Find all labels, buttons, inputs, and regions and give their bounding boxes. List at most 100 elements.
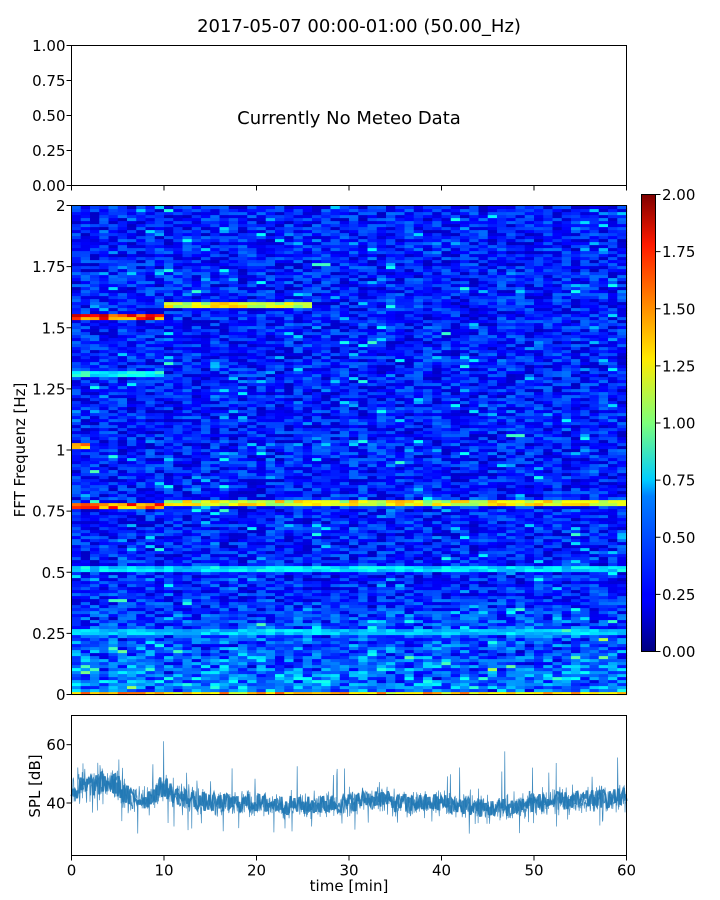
heatmap-cell: [432, 508, 443, 513]
heatmap-cell: [136, 628, 147, 633]
heatmap-cell: [561, 550, 572, 555]
heatmap-cell: [404, 568, 415, 573]
heatmap-cell: [552, 601, 563, 606]
heatmap-cell: [561, 682, 572, 687]
heatmap-cell: [487, 574, 498, 579]
heatmap-cell: [265, 604, 276, 609]
heatmap-cell: [247, 685, 258, 690]
heatmap-cell: [80, 538, 91, 543]
heatmap-cell: [339, 562, 350, 567]
heatmap-cell: [543, 580, 554, 585]
heatmap-cell: [145, 505, 156, 510]
heatmap-cell: [136, 571, 147, 576]
heatmap-cell: [423, 451, 433, 456]
heatmap-cell: [321, 682, 332, 687]
heatmap-cell: [99, 511, 110, 516]
heatmap-cell: [108, 559, 119, 564]
heatmap-cell: [552, 583, 563, 588]
heatmap-cell: [460, 682, 470, 687]
heatmap-cell: [589, 685, 600, 690]
heatmap-cell: [441, 472, 452, 477]
heatmap-cell: [247, 481, 258, 486]
heatmap-cell: [247, 559, 258, 564]
heatmap-cell: [589, 541, 600, 546]
heatmap-cell: [108, 499, 119, 504]
heatmap-cell: [265, 679, 276, 684]
heatmap-cell: [358, 658, 369, 663]
heatmap-cell: [238, 601, 248, 606]
heatmap-cell: [487, 523, 498, 528]
heatmap-cell: [349, 541, 359, 546]
heatmap-cell: [201, 673, 211, 678]
heatmap-cell: [117, 589, 128, 594]
heatmap-cell: [219, 673, 230, 678]
heatmap-cell: [432, 481, 443, 486]
heatmap-cell: [450, 541, 461, 546]
meteo-annotation: Currently No Meteo Data: [237, 108, 461, 129]
heatmap-cell: [154, 583, 165, 588]
heatmap-cell: [478, 517, 489, 522]
heatmap-cell: [552, 625, 563, 630]
heatmap-cell: [284, 517, 295, 522]
heatmap-cell: [469, 607, 480, 612]
heatmap-cell: [432, 460, 443, 465]
heatmap-cell: [256, 640, 267, 645]
heatmap-cell: [506, 682, 517, 687]
heatmap-cell: [432, 586, 443, 591]
heatmap-cell: [608, 610, 618, 615]
heatmap-cell: [571, 475, 581, 480]
heatmap-cell: [441, 625, 452, 630]
heatmap-cell: [330, 496, 341, 501]
heatmap-cell: [127, 607, 137, 612]
heatmap-cell: [256, 520, 267, 525]
heatmap-cell: [201, 631, 211, 636]
heatmap-cell: [154, 607, 165, 612]
heatmap-cell: [284, 529, 295, 534]
heatmap-cell: [376, 580, 387, 585]
heatmap-cell: [349, 544, 359, 549]
heatmap-cell: [386, 487, 396, 492]
heatmap-cell: [543, 628, 554, 633]
heatmap-cell: [80, 580, 91, 585]
heatmap-cell: [543, 472, 554, 477]
heatmap-cell: [423, 673, 433, 678]
heatmap-cell: [247, 625, 258, 630]
heatmap-cell: [321, 562, 332, 567]
heatmap-cell: [561, 649, 572, 654]
heatmap-cell: [367, 517, 378, 522]
heatmap-cell: [265, 649, 276, 654]
heatmap-cell: [238, 502, 248, 507]
heatmap-cell: [543, 661, 554, 666]
heatmap-cell: [247, 505, 258, 510]
heatmap-cell: [191, 622, 202, 627]
heatmap-cell: [302, 598, 313, 603]
heatmap-cell: [460, 457, 470, 462]
heatmap-cell: [108, 523, 119, 528]
heatmap-cell: [339, 499, 350, 504]
heatmap-cell: [108, 574, 119, 579]
heatmap-cell: [293, 691, 304, 696]
heatmap-cell: [460, 598, 470, 603]
heatmap-cell: [173, 457, 184, 462]
heatmap-cell: [367, 502, 378, 507]
heatmap-cell: [275, 496, 285, 501]
heatmap-cell: [219, 511, 230, 516]
heatmap-cell: [469, 502, 480, 507]
heatmap-cell: [154, 631, 165, 636]
heatmap-cell: [228, 646, 239, 651]
heatmap-cell: [580, 472, 591, 477]
heatmap-cell: [534, 487, 544, 492]
heatmap-cell: [80, 478, 91, 483]
heatmap-cell: [497, 655, 507, 660]
heatmap-cell: [201, 511, 211, 516]
heatmap-cell: [108, 646, 119, 651]
heatmap-cell: [432, 571, 443, 576]
heatmap-cell: [460, 616, 470, 621]
heatmap-cell: [478, 526, 489, 531]
heatmap-cell: [571, 595, 581, 600]
heatmap-cell: [460, 520, 470, 525]
heatmap-cell: [173, 574, 184, 579]
heatmap-cell: [617, 625, 628, 630]
heatmap-cell: [247, 571, 258, 576]
heatmap-cell: [552, 454, 563, 459]
